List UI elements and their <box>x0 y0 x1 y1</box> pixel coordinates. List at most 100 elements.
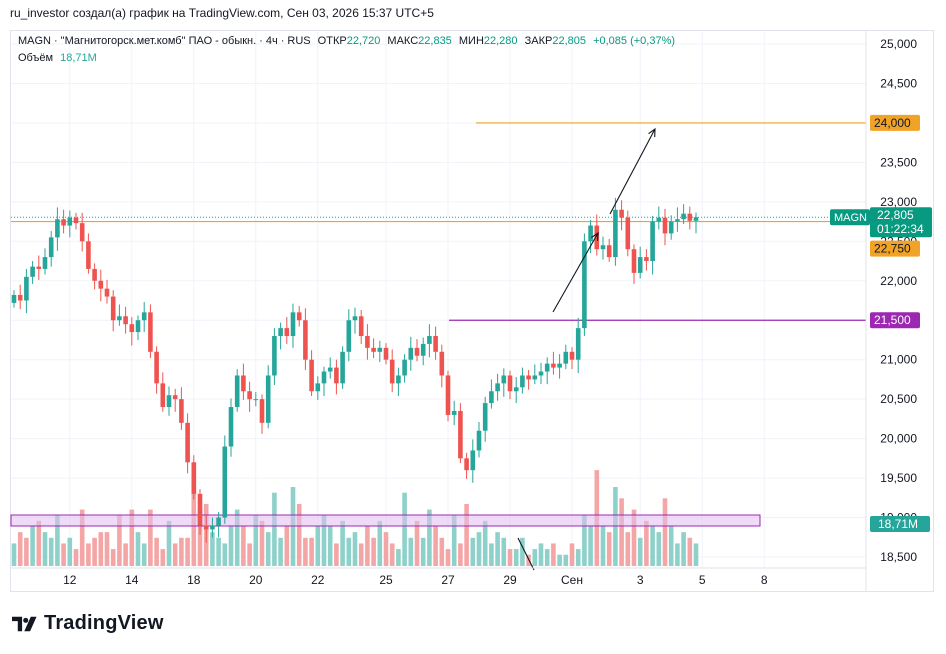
tradingview-logo[interactable]: TradingView <box>12 612 164 635</box>
volume-bar <box>321 515 327 566</box>
candle-body <box>650 221 655 262</box>
volume-bar <box>520 537 525 566</box>
candle-body <box>210 525 215 530</box>
volume-bar <box>501 537 507 566</box>
volume-bar <box>513 549 519 566</box>
candle-body <box>532 375 538 380</box>
volume-bar <box>104 532 110 566</box>
candle-body <box>141 312 147 321</box>
symbol-tag-bg <box>830 209 870 226</box>
candle-body <box>61 219 66 226</box>
candle-body <box>681 213 686 220</box>
volume-bar <box>377 520 383 566</box>
candle-body <box>408 347 414 360</box>
candle-body <box>414 347 420 356</box>
volume-bar <box>613 487 618 566</box>
legend-high: 22,835 <box>418 35 452 47</box>
volume-bar <box>135 532 141 566</box>
level-label-22750-bg <box>870 240 920 257</box>
chart-frame <box>10 30 934 592</box>
volume-bar <box>433 526 438 566</box>
candle-body <box>278 328 283 337</box>
candle-body <box>148 312 153 352</box>
volume-bar <box>414 520 420 566</box>
candle-body <box>303 320 308 360</box>
candle-body <box>309 359 314 392</box>
legend-name: "Магнитогорск.мет.комб" ПАО - обыкн. <box>60 35 257 47</box>
candle-body <box>30 266 35 277</box>
trend-arrow-1 <box>552 232 599 313</box>
candle-body <box>662 217 668 234</box>
candle-body <box>588 225 593 242</box>
candle-body <box>526 375 531 380</box>
volume-bar <box>582 515 587 566</box>
legend-high-label: МАКС <box>387 35 419 47</box>
volume-bar <box>625 532 631 566</box>
candle-body <box>98 280 104 289</box>
volume-bar <box>290 487 296 566</box>
candle-body <box>606 245 612 258</box>
candle-body <box>272 336 277 376</box>
volume-bar <box>507 549 513 566</box>
candle-body <box>154 351 159 384</box>
volume-bar <box>55 515 60 566</box>
volume-bar <box>172 543 178 566</box>
candle-body <box>637 257 643 273</box>
candle-body <box>296 312 302 321</box>
volume-bar <box>228 526 234 566</box>
volume-bar <box>650 526 655 566</box>
candle-body <box>520 375 525 388</box>
candle-body <box>575 328 581 360</box>
legend-open: 22,720 <box>346 35 381 47</box>
candle-body <box>544 363 550 372</box>
candle-body <box>538 371 544 376</box>
volume-bar <box>687 537 693 566</box>
volume-bar <box>458 543 463 566</box>
candle-body <box>668 221 674 234</box>
volume-bar <box>197 509 203 566</box>
legend-close: 22,805 <box>552 35 586 47</box>
volume-bar <box>253 515 259 566</box>
volume-tag-bg <box>870 516 930 532</box>
candle-body <box>86 241 91 269</box>
candle-body <box>396 375 401 384</box>
volume-bar <box>476 532 482 566</box>
legend-interval: 4ч <box>265 35 278 47</box>
volume-bar <box>563 554 569 566</box>
volume-bar <box>408 537 414 566</box>
volume-bar <box>606 532 612 566</box>
volume-bar <box>464 503 469 566</box>
volume-bar <box>92 537 97 566</box>
x-tick-label: 5 <box>699 573 706 587</box>
volume-bar <box>668 526 674 566</box>
y-tick-label: 23,000 <box>880 195 917 209</box>
candle-body <box>656 217 662 222</box>
candle-body <box>17 294 23 301</box>
candle-body <box>383 347 389 360</box>
current-price-countdown: 01:22:34 <box>877 222 924 236</box>
volume-bar <box>110 549 116 566</box>
volume-bar <box>619 498 624 566</box>
legend-symbol[interactable]: MAGN <box>18 35 51 47</box>
candle-body <box>234 375 240 408</box>
x-tick-label: 18 <box>187 573 201 587</box>
candle-body <box>352 316 358 321</box>
candle-body <box>451 410 457 415</box>
candle-body <box>433 336 438 352</box>
x-tick-label: 3 <box>637 573 644 587</box>
volume-bar <box>222 543 228 566</box>
candle-body <box>365 336 370 348</box>
trend-arrow-2 <box>609 128 656 215</box>
candle-body <box>241 375 246 392</box>
candle-body <box>185 422 190 463</box>
candle-body <box>631 249 637 273</box>
volume-bar <box>309 537 314 566</box>
candle-body <box>197 493 203 526</box>
volume-bar <box>185 537 190 566</box>
volume-bar <box>17 532 23 566</box>
candle-body <box>470 450 476 471</box>
volume-legend-value: 18,71M <box>60 52 97 64</box>
candle-body <box>644 257 649 262</box>
volume-bar <box>420 537 426 566</box>
